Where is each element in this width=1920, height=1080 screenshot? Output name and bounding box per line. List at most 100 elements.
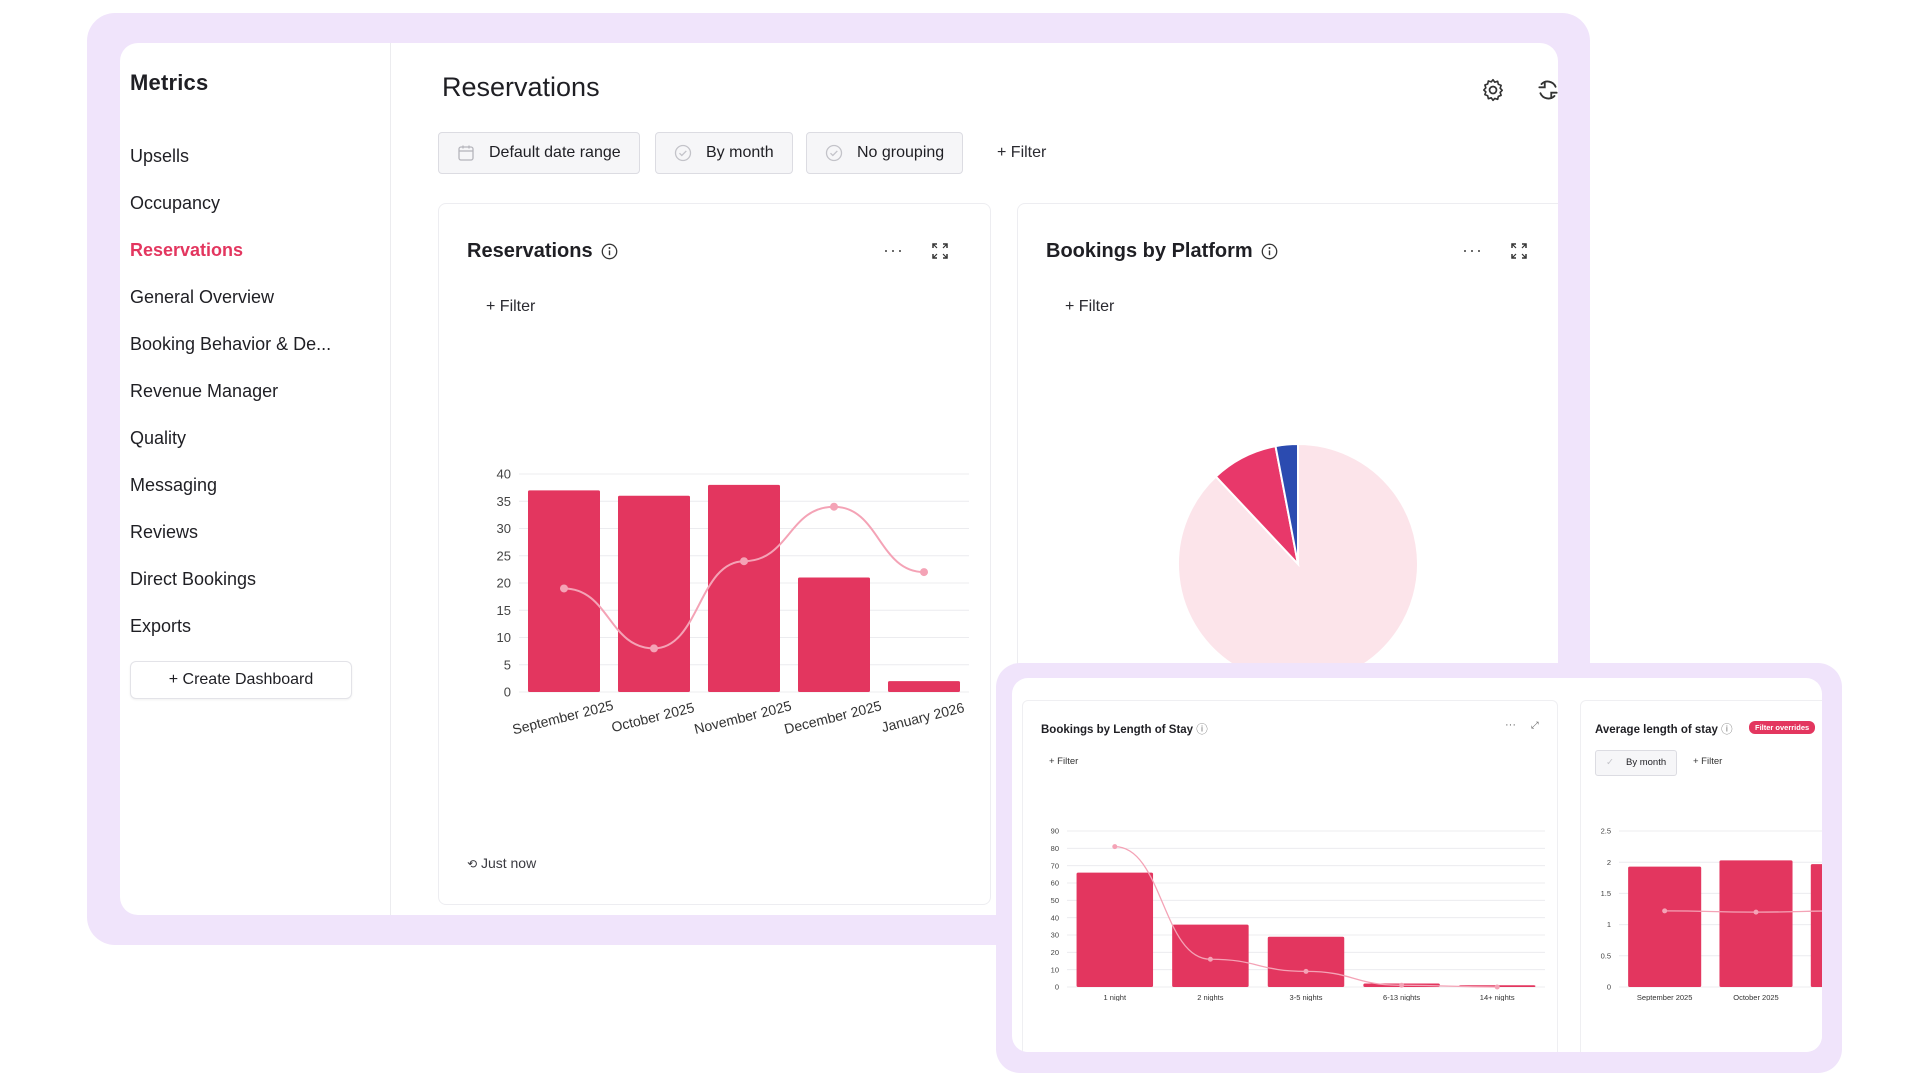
- y-tick-label: 60: [1051, 879, 1059, 888]
- sidebar-item-exports[interactable]: Exports: [130, 616, 192, 636]
- check-circle-icon: [825, 144, 843, 162]
- info-icon[interactable]: [1261, 243, 1278, 260]
- card-title: Bookings by Length of Stay ⓘ: [1041, 724, 1208, 736]
- trend-point: [1112, 844, 1118, 850]
- check-circle-icon: ✓: [1606, 757, 1614, 768]
- bar: [1267, 936, 1345, 987]
- main-window: Metrics Upsells Occupancy Reservations G…: [120, 43, 1558, 915]
- y-tick-label: 25: [497, 548, 511, 563]
- length-of-stay-chart: 0 10 20 30 40 50 60 70 80 90 1 night 2 nights 3-5 ni…: [1051, 827, 1545, 1001]
- trend-point: [560, 584, 568, 593]
- sidebar-item-booking-behavior[interactable]: Booking Behavior & De...: [130, 334, 332, 354]
- trend-point: [1303, 968, 1309, 974]
- expand-icon[interactable]: [1510, 242, 1528, 260]
- y-tick-label: 40: [1051, 913, 1059, 922]
- card-filter-button[interactable]: + Filter: [1065, 298, 1115, 315]
- grouping-label: No grouping: [857, 144, 945, 161]
- date-range-chip[interactable]: Default date range: [438, 132, 640, 174]
- sidebar-item-messaging[interactable]: Messaging: [130, 475, 218, 495]
- bar: [1719, 860, 1793, 987]
- x-tick-label: 6-13 nights: [1383, 993, 1420, 1001]
- length-of-stay-card: Bookings by Length of Stay ⓘ ··· ⤢ + Fil…: [1022, 700, 1558, 1052]
- y-tick-label: 0: [1055, 983, 1059, 992]
- more-options-icon[interactable]: ···: [1505, 719, 1516, 731]
- platform-pie-chart: [1177, 442, 1419, 685]
- grouping-chip[interactable]: No grouping: [806, 132, 964, 174]
- overlay-window: Bookings by Length of Stay ⓘ ··· ⤢ + Fil…: [1012, 678, 1822, 1052]
- x-tick-label: September 2025: [511, 697, 616, 738]
- trend-point: [740, 557, 748, 566]
- y-tick-label: 0.5: [1601, 951, 1611, 960]
- last-updated: ⟲ Just now: [467, 855, 537, 871]
- grouping-period-chip[interactable]: ✓ By month: [1595, 750, 1678, 776]
- x-tick-label: January 2026: [880, 699, 966, 735]
- x-tick-label: 1 night: [1104, 993, 1127, 1001]
- y-tick-label: 35: [497, 494, 511, 509]
- grouping-period-chip[interactable]: By month: [655, 132, 793, 174]
- sidebar-item-quality[interactable]: Quality: [130, 428, 187, 448]
- y-tick-label: 1: [1607, 920, 1611, 929]
- card-filter-button[interactable]: + Filter: [1049, 756, 1079, 767]
- trend-point: [1399, 982, 1405, 988]
- x-tick-label: 3-5 nights: [1290, 993, 1323, 1001]
- x-tick-label: September 2025: [1637, 993, 1692, 1001]
- bar: [708, 484, 780, 692]
- y-tick-label: 80: [1051, 844, 1059, 853]
- y-tick-label: 10: [497, 630, 511, 645]
- y-tick-label: 2: [1607, 858, 1611, 867]
- calendar-icon: [458, 145, 474, 161]
- expand-icon[interactable]: [931, 242, 949, 260]
- sidebar-item-general-overview[interactable]: General Overview: [130, 287, 275, 307]
- sidebar-item-upsells[interactable]: Upsells: [130, 146, 190, 166]
- trend-line: [1114, 845, 1498, 988]
- info-icon[interactable]: [601, 243, 618, 260]
- sidebar-item-direct-bookings[interactable]: Direct Bookings: [130, 569, 257, 589]
- x-tick-label: 14+ nights: [1480, 993, 1515, 1001]
- trend-point: [1494, 984, 1500, 990]
- refresh-icon[interactable]: [1535, 77, 1558, 103]
- sidebar-item-reviews[interactable]: Reviews: [130, 522, 199, 542]
- trend-point: [830, 502, 838, 511]
- create-dashboard-button[interactable]: + Create Dashboard: [130, 661, 352, 699]
- bar: [1810, 864, 1822, 987]
- y-tick-label: 50: [1051, 896, 1059, 905]
- info-icon[interactable]: ⓘ: [1721, 724, 1733, 736]
- y-tick-label: 2.5: [1601, 827, 1611, 836]
- trend-point: [650, 644, 658, 653]
- y-tick-label: 15: [497, 603, 511, 618]
- y-tick-label: 5: [504, 657, 511, 672]
- average-length-card: Average length of stay ⓘ Filter override…: [1580, 700, 1822, 1052]
- card-title: Average length of stay ⓘ: [1595, 724, 1733, 736]
- bar: [1172, 924, 1249, 987]
- expand-icon[interactable]: ⤢: [1531, 720, 1539, 731]
- info-icon[interactable]: ⓘ: [1196, 724, 1208, 736]
- y-tick-label: 40: [497, 467, 511, 482]
- sidebar-item-revenue-manager[interactable]: Revenue Manager: [130, 381, 279, 401]
- card-filter-button[interactable]: + Filter: [486, 298, 536, 315]
- y-tick-label: 30: [1051, 931, 1059, 940]
- date-range-label: Default date range: [489, 144, 621, 161]
- bar: [1076, 872, 1154, 987]
- trend-point: [1207, 956, 1213, 962]
- add-filter-button[interactable]: + Filter: [997, 144, 1047, 161]
- sidebar-item-reservations[interactable]: Reservations: [130, 240, 244, 260]
- sidebar-item-occupancy[interactable]: Occupancy: [130, 193, 221, 213]
- reservations-card: Reservations ··· + Filter 0 5 10 15 20 25 30 35…: [438, 203, 991, 905]
- more-options-icon[interactable]: ···: [883, 240, 904, 260]
- refresh-small-icon: ⟲: [467, 857, 478, 871]
- bar: [618, 495, 690, 692]
- y-tick-label: 10: [1051, 965, 1059, 974]
- more-options-icon[interactable]: ···: [1462, 240, 1483, 260]
- card-filter-button[interactable]: + Filter: [1693, 756, 1723, 767]
- grouping-period-label: By month: [706, 144, 774, 161]
- y-tick-label: 20: [497, 576, 511, 591]
- y-tick-label: 20: [1051, 948, 1059, 957]
- y-tick-label: 0: [1607, 983, 1611, 992]
- filter-overrides-badge: Filter overrides: [1749, 721, 1816, 734]
- gear-icon[interactable]: [1480, 77, 1506, 103]
- y-tick-label: 30: [497, 521, 511, 536]
- y-tick-label: 0: [504, 685, 511, 700]
- y-tick-label: 1.5: [1601, 889, 1611, 898]
- x-tick-label: November 2025: [693, 697, 794, 737]
